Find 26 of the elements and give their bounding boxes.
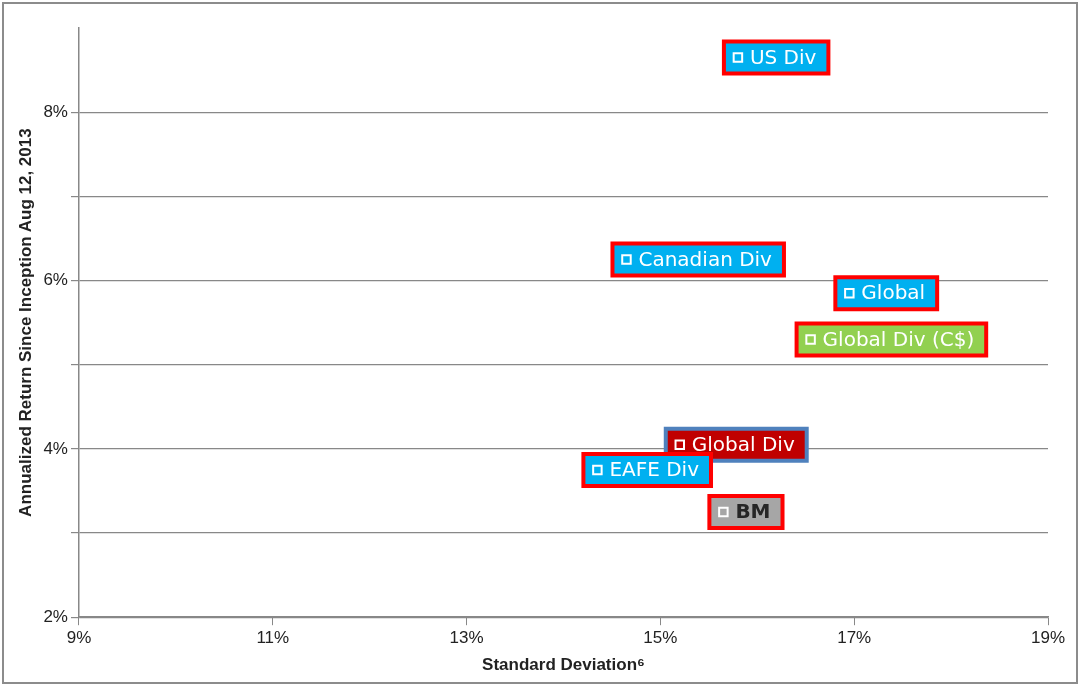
point bbox=[592, 464, 603, 476]
x-axis-title: Standard Deviation⁶ bbox=[482, 655, 645, 675]
x-tick-label: 13% bbox=[449, 628, 484, 648]
x-tick-label: 15% bbox=[643, 628, 678, 648]
point bbox=[844, 287, 855, 299]
y-axis-title: Annualized Return Since Inception Aug 12, 2013 bbox=[15, 128, 35, 517]
x-tick-label: 17% bbox=[837, 628, 872, 648]
series-label: Global Div bbox=[691, 431, 795, 456]
series-label: BM bbox=[735, 499, 771, 524]
y-tick-label: 6% bbox=[43, 270, 68, 290]
series-label: Canadian Div bbox=[638, 246, 773, 271]
y-tick-label: 2% bbox=[43, 606, 68, 626]
series-label: Global bbox=[861, 280, 926, 305]
series-label: Global Div (C$) bbox=[822, 326, 975, 351]
series-label: US Div bbox=[749, 44, 817, 69]
x-tick-label: 19% bbox=[1030, 628, 1066, 648]
y-tick-label: 4% bbox=[43, 438, 68, 458]
point bbox=[621, 254, 632, 265]
point bbox=[805, 334, 816, 345]
point bbox=[732, 52, 744, 63]
point bbox=[718, 506, 729, 518]
x-tick-label: 9% bbox=[66, 628, 92, 648]
point bbox=[674, 439, 686, 450]
x-tick-label: 11% bbox=[256, 628, 290, 648]
series-label: EAFE Div bbox=[609, 457, 700, 482]
y-tick-label: 8% bbox=[43, 101, 68, 121]
